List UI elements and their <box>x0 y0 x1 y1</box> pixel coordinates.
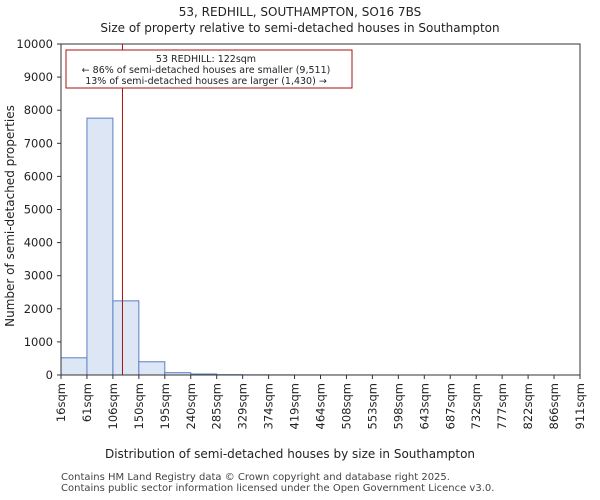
x-tick-label: 777sqm <box>495 383 509 429</box>
y-axis: 0 1000 2000 3000 4000 5000 6000 7000 8000 9000 100… <box>16 37 61 382</box>
x-tick-label: 419sqm <box>288 383 302 429</box>
x-tick-label: 866sqm <box>547 383 561 429</box>
x-tick-label: 16sqm <box>54 383 68 422</box>
x-tick-label: 643sqm <box>417 383 431 429</box>
y-tick-label: 1000 <box>24 335 53 349</box>
y-tick-label: 7000 <box>24 136 53 150</box>
footer-line-1: Contains HM Land Registry data © Crown c… <box>61 472 450 483</box>
y-tick-label: 5000 <box>24 203 53 217</box>
x-tick-label: 687sqm <box>443 383 457 429</box>
x-tick-label: 464sqm <box>314 383 328 429</box>
x-tick-label: 508sqm <box>339 383 353 429</box>
bar <box>138 361 166 376</box>
x-tick-label: 106sqm <box>106 383 120 429</box>
x-tick-label: 732sqm <box>469 383 483 429</box>
y-tick-label: 6000 <box>24 169 53 183</box>
x-axis: 16sqm 61sqm 106sqm 150sqm 195sqm 240sqm 285sqm… <box>54 375 587 429</box>
y-tick-label: 3000 <box>24 269 53 283</box>
bar <box>60 357 88 376</box>
bar <box>86 117 114 376</box>
x-tick-label: 285sqm <box>210 383 224 429</box>
y-tick-label: 2000 <box>24 302 53 316</box>
y-tick-label: 8000 <box>24 103 53 117</box>
chart-title: 53, REDHILL, SOUTHAMPTON, SO16 7BS <box>179 5 421 19</box>
y-tick-label: 4000 <box>24 236 53 250</box>
plot-frame <box>60 43 581 376</box>
x-tick-label: 150sqm <box>132 383 146 429</box>
x-tick-label: 195sqm <box>158 383 172 429</box>
y-axis-label: Number of semi-detached properties <box>3 105 17 327</box>
x-tick-label: 374sqm <box>262 383 276 429</box>
chart-subtitle: Size of property relative to semi-detach… <box>100 21 499 35</box>
x-axis-label: Distribution of semi-detached houses by … <box>105 447 475 461</box>
footer: Contains HM Land Registry data © Crown c… <box>61 472 494 494</box>
x-tick-label: 240sqm <box>184 383 198 429</box>
bar <box>112 300 140 376</box>
x-tick-label: 911sqm <box>573 383 587 429</box>
x-tick-label: 822sqm <box>521 383 535 429</box>
bars <box>60 117 373 376</box>
y-tick-label: 0 <box>46 368 53 382</box>
footer-line-2: Contains public sector information licen… <box>61 483 495 494</box>
x-tick-label: 329sqm <box>236 383 250 429</box>
x-tick-label: 598sqm <box>391 383 405 429</box>
y-tick-label: 10000 <box>16 37 53 51</box>
y-tick-label: 9000 <box>24 70 53 84</box>
x-tick-label: 553sqm <box>365 383 379 429</box>
x-tick-label: 61sqm <box>80 383 94 422</box>
annotation-line-1: 53 REDHILL: 122sqm <box>156 54 256 65</box>
annotation-box: 53 REDHILL: 122sqm ← 86% of semi-detache… <box>65 49 353 89</box>
annotation-line-2: ← 86% of semi-detached houses are smalle… <box>82 65 331 76</box>
annotation-line-3: 13% of semi-detached houses are larger (… <box>85 76 327 87</box>
